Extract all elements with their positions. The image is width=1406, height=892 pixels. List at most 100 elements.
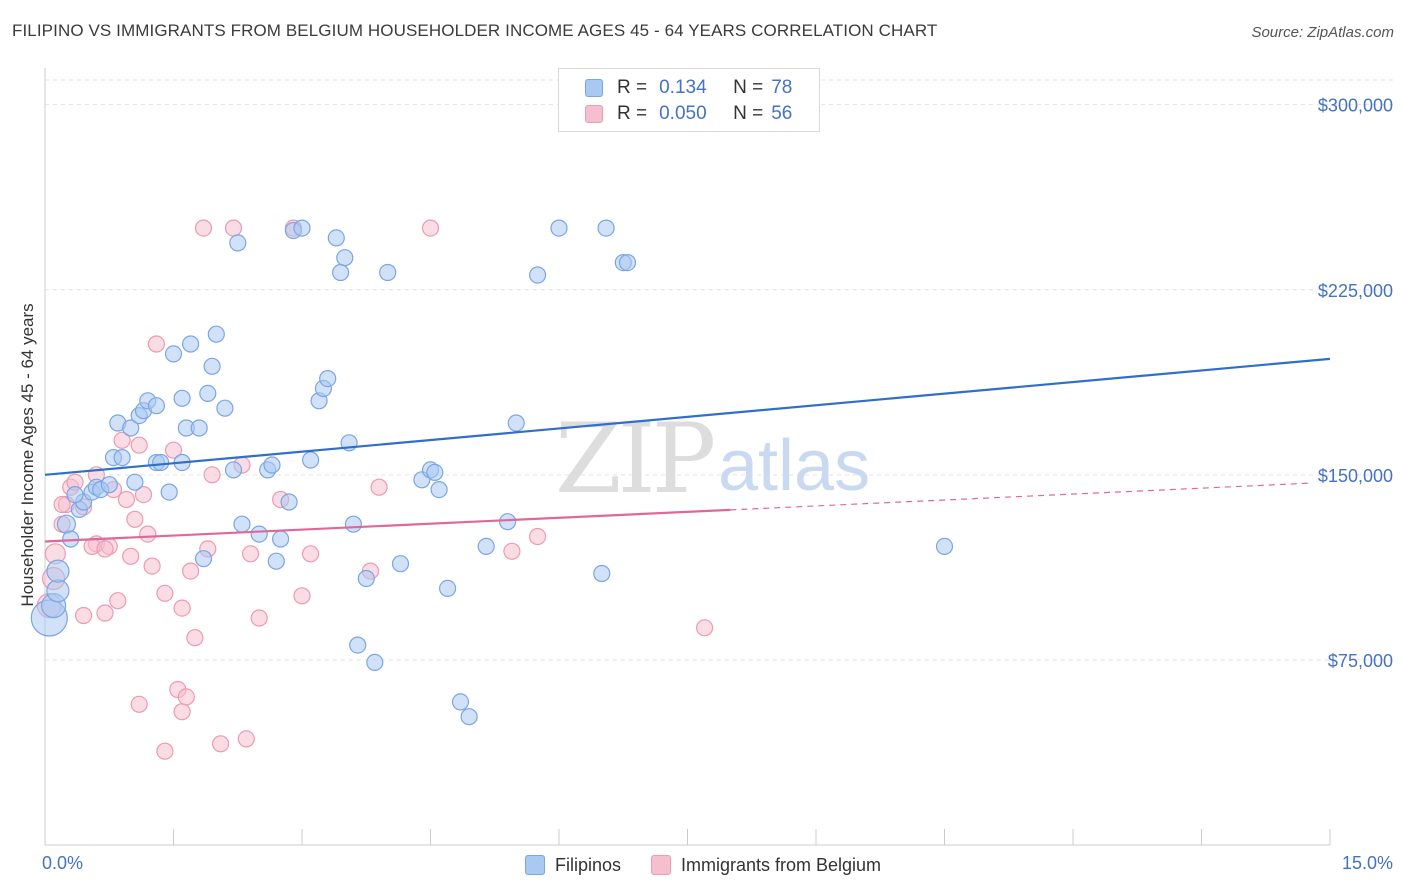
filipinos-point bbox=[477, 537, 495, 556]
filipinos-point bbox=[229, 234, 247, 252]
belgium-point bbox=[695, 619, 714, 637]
filipinos-point bbox=[439, 579, 457, 598]
legend-item-belgium[interactable]: Immigrants from Belgium bbox=[650, 854, 882, 876]
filipinos-point bbox=[46, 579, 70, 603]
filipinos-point bbox=[391, 555, 410, 573]
belgium-point bbox=[503, 542, 521, 560]
filipinos-point bbox=[56, 514, 77, 534]
filipinos-point bbox=[182, 335, 200, 353]
r-value: 0.134 bbox=[659, 77, 707, 98]
filipinos-point bbox=[319, 370, 337, 388]
belgium-point bbox=[156, 584, 174, 602]
r-label: R = bbox=[617, 103, 648, 124]
filipinos-point bbox=[267, 552, 285, 570]
belgium-point bbox=[250, 609, 268, 627]
filipinos-point bbox=[302, 451, 320, 469]
belgium-point bbox=[370, 478, 388, 496]
belgium-point bbox=[96, 604, 114, 622]
filipinos-point bbox=[147, 397, 165, 415]
filipinos-point bbox=[190, 419, 208, 437]
filipinos-point bbox=[550, 219, 568, 237]
filipinos-point bbox=[451, 693, 470, 711]
belgium-point bbox=[122, 547, 140, 565]
belgium-point bbox=[126, 510, 144, 528]
chart-title: FILIPINO VS IMMIGRANTS FROM BELGIUM HOUS… bbox=[12, 21, 938, 40]
y-tick-label: $300,000 bbox=[1318, 96, 1393, 116]
belgium-swatch bbox=[585, 105, 603, 123]
filipinos-point bbox=[194, 550, 213, 568]
filipinos-swatch bbox=[585, 79, 603, 97]
filipinos-point bbox=[233, 515, 251, 533]
filipinos-point bbox=[349, 636, 367, 654]
filipinos-point bbox=[203, 357, 221, 375]
filipinos-point bbox=[216, 399, 234, 417]
filipinos-point bbox=[272, 530, 290, 548]
belgium-trend-line-extension bbox=[730, 482, 1311, 511]
x-tick-label: 15.0% bbox=[1342, 853, 1393, 873]
belgium-point bbox=[134, 486, 153, 504]
chart-legend: Filipinos Immigrants from Belgium bbox=[0, 850, 1406, 880]
legend-swatch-belgium bbox=[650, 855, 671, 875]
belgium-point bbox=[109, 592, 127, 610]
filipinos-point bbox=[507, 414, 525, 432]
stats-row-filipinos: R = 0.134 N = 78 bbox=[585, 75, 792, 101]
filipinos-point bbox=[327, 229, 345, 247]
filipinos-point bbox=[366, 653, 384, 672]
belgium-point bbox=[528, 527, 547, 546]
legend-item-filipinos[interactable]: Filipinos bbox=[524, 855, 621, 876]
filipinos-point bbox=[46, 559, 70, 583]
belgium-point bbox=[212, 735, 230, 753]
n-value: 78 bbox=[771, 77, 793, 98]
source-credit: Source: ZipAtlas.com bbox=[1251, 24, 1394, 41]
belgium-point bbox=[147, 335, 165, 353]
belgium-point bbox=[74, 606, 93, 625]
filipinos-trend-line bbox=[44, 357, 1331, 476]
filipinos-point bbox=[344, 515, 362, 533]
filipinos-point bbox=[460, 708, 478, 726]
n-label: N = bbox=[733, 77, 764, 98]
belgium-point bbox=[139, 525, 157, 543]
belgium-point bbox=[117, 490, 136, 509]
r-label: R = bbox=[617, 77, 648, 98]
filipinos-point bbox=[113, 449, 131, 467]
filipinos-point bbox=[160, 483, 178, 501]
belgium-point bbox=[53, 495, 71, 514]
belgium-point bbox=[113, 431, 131, 449]
filipinos-point bbox=[126, 473, 144, 491]
filipinos-point bbox=[122, 419, 140, 437]
filipinos-point bbox=[280, 493, 298, 511]
belgium-point bbox=[293, 587, 311, 605]
filipinos-point bbox=[224, 461, 243, 479]
belgium-point bbox=[173, 599, 191, 617]
y-tick-label: $75,000 bbox=[1328, 651, 1393, 671]
filipinos-point bbox=[618, 254, 637, 272]
watermark-atlas: atlas bbox=[718, 426, 870, 506]
filipinos-point bbox=[528, 266, 547, 284]
belgium-trend-line bbox=[44, 508, 731, 543]
legend-label-belgium: Immigrants from Belgium bbox=[680, 854, 882, 875]
filipinos-point bbox=[250, 525, 268, 543]
filipinos-point bbox=[293, 219, 311, 237]
filipinos-point bbox=[207, 325, 225, 343]
belgium-point bbox=[156, 742, 174, 760]
belgium-point bbox=[130, 695, 148, 713]
belgium-point bbox=[194, 219, 213, 237]
belgium-point bbox=[182, 562, 200, 580]
legend-swatch-filipinos bbox=[524, 855, 545, 875]
filipinos-point bbox=[173, 389, 191, 407]
belgium-point bbox=[242, 545, 260, 563]
belgium-point bbox=[173, 703, 191, 721]
belgium-point bbox=[177, 688, 195, 706]
filipinos-point bbox=[426, 463, 444, 481]
belgium-point bbox=[224, 219, 243, 237]
belgium-point bbox=[164, 441, 183, 459]
belgium-point bbox=[186, 629, 204, 647]
n-value: 56 bbox=[771, 103, 793, 124]
y-axis-title: Householder Income Ages 45 - 64 years bbox=[18, 303, 37, 606]
filipinos-point bbox=[357, 569, 375, 588]
filipinos-point bbox=[935, 537, 954, 556]
filipinos-point bbox=[597, 219, 615, 237]
r-value: 0.050 bbox=[659, 103, 707, 124]
filipinos-point bbox=[332, 263, 350, 282]
